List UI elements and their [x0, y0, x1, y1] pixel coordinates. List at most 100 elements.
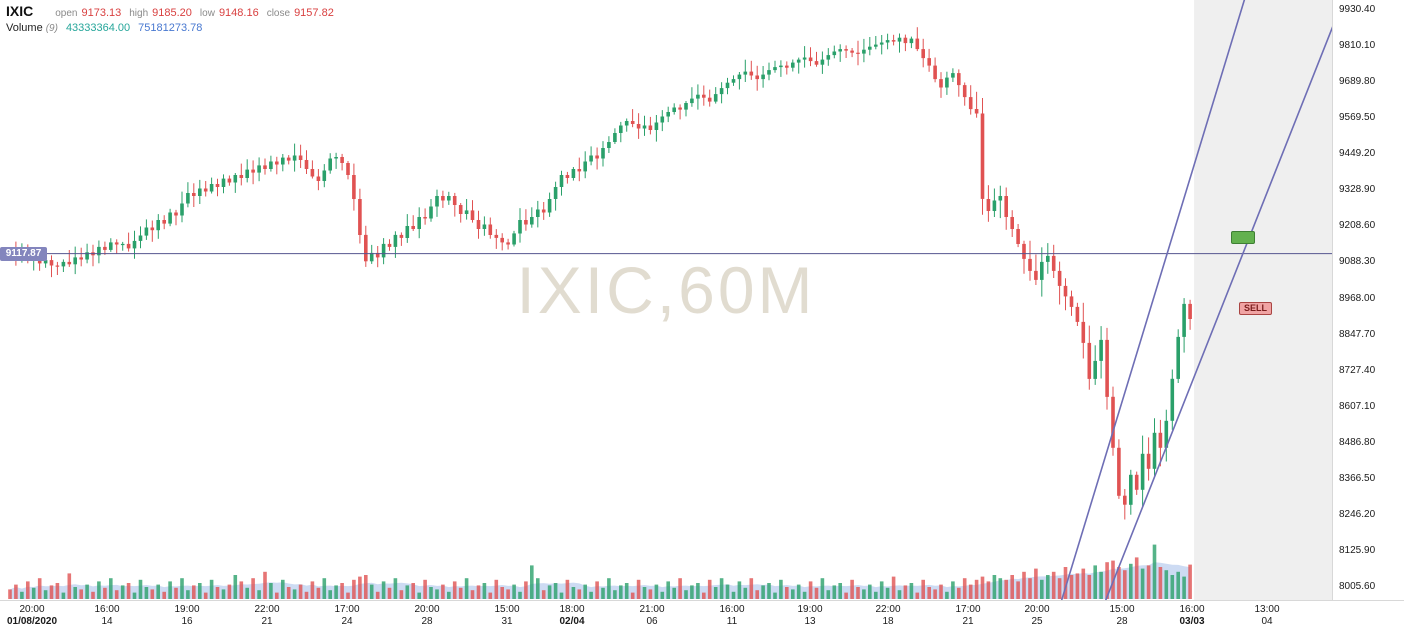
candle-body	[500, 237, 504, 243]
volume-bar	[417, 592, 421, 599]
candle-body	[690, 98, 694, 104]
volume-bar	[97, 581, 101, 599]
time-axis-label: 17:00 24	[334, 604, 360, 627]
candle-body	[227, 178, 232, 183]
candle-body	[1111, 396, 1115, 448]
volume-bar	[304, 591, 309, 599]
trend-line[interactable]	[1088, 0, 1332, 600]
volume-bar	[132, 592, 137, 599]
volume-bar	[423, 579, 427, 599]
chart-canvas[interactable]	[0, 0, 1332, 600]
volume-bar	[755, 590, 759, 599]
candle-body	[761, 74, 765, 80]
candle-body	[1146, 453, 1151, 469]
candle-body	[630, 121, 635, 124]
candle-body	[1087, 342, 1092, 379]
buy-marker[interactable]	[1231, 231, 1255, 244]
candle-body	[109, 242, 113, 250]
volume-bar	[553, 583, 558, 599]
candle-body	[215, 184, 220, 187]
volume-bar	[980, 576, 985, 599]
volume-bar	[43, 590, 48, 599]
volume-bar	[14, 584, 18, 599]
symbol-title[interactable]: IXIC	[6, 3, 34, 19]
volume-bar	[20, 591, 24, 599]
volume-bar	[138, 579, 143, 599]
candle-body	[957, 73, 961, 86]
candle-body	[737, 74, 742, 80]
candle-body	[1117, 447, 1121, 496]
candle-body	[1105, 339, 1109, 397]
close-value: 9157.82	[294, 7, 334, 19]
sell-marker[interactable]: SELL	[1239, 302, 1273, 315]
volume-label[interactable]: Volume	[6, 22, 43, 34]
candle-body	[1093, 360, 1097, 379]
candle-body	[1170, 378, 1175, 421]
candle-body	[868, 46, 872, 50]
watermark: IXIC,60M	[516, 253, 816, 327]
volume-bar	[761, 585, 765, 599]
candle-body	[530, 217, 534, 225]
volume-bar	[1182, 576, 1186, 599]
price-axis-label: 9088.30	[1339, 256, 1376, 268]
candle-body	[589, 155, 593, 162]
candle-body	[381, 243, 386, 258]
candle-body	[399, 234, 404, 238]
volume-bar	[340, 583, 344, 599]
candle-body	[168, 212, 172, 224]
price-axis-label: 9810.10	[1339, 40, 1376, 52]
volume-bar	[595, 581, 599, 599]
volume-bar	[1164, 570, 1169, 599]
volume-bar	[791, 589, 795, 599]
time-axis-label: 15:00 31	[494, 604, 520, 627]
candle-body	[992, 200, 997, 211]
volume-bar	[577, 589, 582, 599]
candle-body	[879, 42, 884, 45]
candle-body	[921, 49, 925, 59]
candle-body	[257, 165, 261, 173]
candle-body	[441, 196, 445, 201]
volume-bar	[1034, 568, 1038, 599]
time-axis[interactable]: 20:00 01/08/2020 16:00 14 19:00 16 22:00 21 17:0…	[0, 600, 1404, 634]
candle-body	[132, 240, 137, 249]
volume-bar	[346, 592, 350, 599]
price-axis[interactable]: 8899.77 9930.409810.109689.809569.509449…	[1332, 0, 1404, 600]
volume-bar	[310, 581, 315, 599]
candle-body	[126, 243, 131, 249]
candle-body	[364, 234, 368, 262]
candle-body	[458, 205, 463, 214]
volume-bar	[1105, 562, 1109, 599]
candle-body	[174, 212, 178, 216]
price-axis-label: 9930.40	[1339, 4, 1376, 15]
volume-bar	[559, 592, 564, 599]
volume-bar	[1176, 571, 1180, 599]
volume-bar	[939, 584, 943, 599]
volume-bar	[891, 576, 896, 599]
volume-bar	[482, 583, 487, 599]
candle-body	[186, 193, 190, 204]
volume-bar	[334, 585, 338, 599]
volume-bar	[725, 584, 730, 599]
time-axis-label: 21:00 06	[639, 604, 665, 627]
candle-body	[897, 37, 902, 42]
candle-body	[648, 125, 653, 130]
candle-body	[583, 161, 587, 172]
candle-body	[613, 133, 617, 142]
volume-bar	[120, 585, 125, 599]
volume-bar	[452, 581, 457, 599]
candle-body	[731, 79, 736, 83]
volume-bar	[358, 576, 362, 599]
candle-body	[1081, 321, 1086, 343]
trend-line[interactable]	[1048, 0, 1248, 600]
candle-body	[435, 196, 439, 207]
candle-body	[903, 37, 908, 44]
volume-bar	[951, 581, 955, 599]
volume-bar	[589, 591, 593, 599]
volume-bar	[227, 584, 232, 599]
candle-body	[488, 224, 493, 235]
hline-price-badge[interactable]: 9117.87	[0, 246, 47, 261]
volume-bar	[636, 579, 641, 599]
candle-body	[269, 161, 273, 169]
price-axis-label: 9569.50	[1339, 112, 1376, 124]
candle-body	[1075, 306, 1080, 322]
